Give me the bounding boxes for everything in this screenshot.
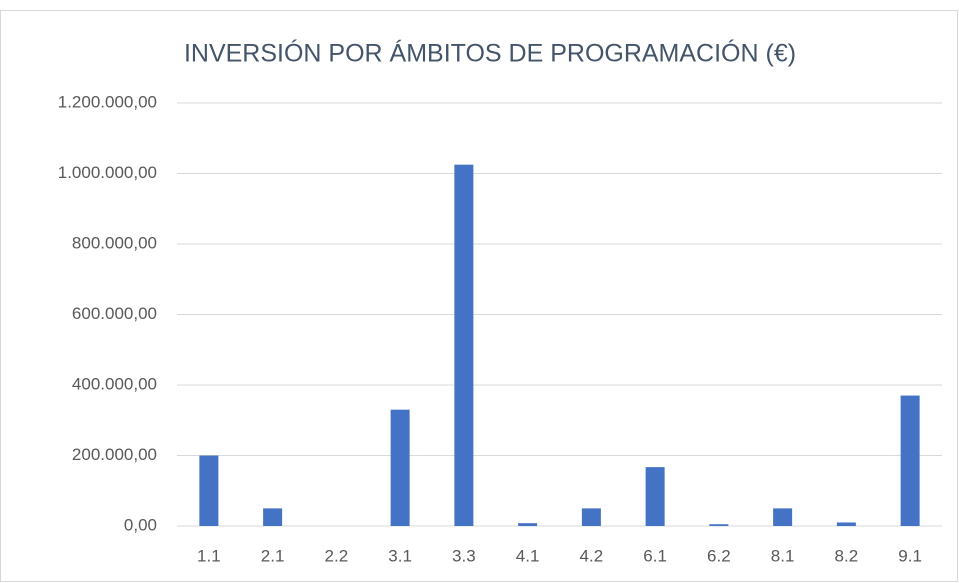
y-tick-label: 1.200.000,00 — [58, 92, 157, 111]
y-tick-label: 600.000,00 — [72, 304, 157, 323]
y-tick-label: 400.000,00 — [72, 374, 157, 393]
x-tick-label: 2.1 — [261, 546, 285, 565]
x-tick-label: 3.1 — [388, 546, 412, 565]
chart-frame — [0, 10, 958, 582]
bar — [518, 523, 538, 526]
x-tick-label: 8.1 — [771, 546, 795, 565]
y-tick-label: 200.000,00 — [72, 445, 157, 464]
x-tick-label: 6.1 — [643, 546, 667, 565]
y-tick-label: 0,00 — [124, 515, 157, 534]
bar — [199, 455, 219, 526]
x-tick-label: 8.2 — [835, 546, 859, 565]
bar — [900, 395, 920, 526]
bar — [454, 164, 474, 526]
x-tick-label: 4.1 — [516, 546, 540, 565]
bar — [709, 524, 729, 526]
bar — [645, 467, 665, 526]
bar — [390, 409, 410, 526]
x-tick-label: 6.2 — [707, 546, 731, 565]
bar — [263, 508, 283, 526]
x-tick-label: 2.2 — [325, 546, 349, 565]
bar — [581, 508, 601, 526]
y-tick-label: 800.000,00 — [72, 233, 157, 252]
x-tick-label: 4.2 — [580, 546, 604, 565]
chart-title: INVERSIÓN POR ÁMBITOS DE PROGRAMACIÓN (€… — [184, 39, 796, 68]
y-tick-label: 1.000.000,00 — [58, 163, 157, 182]
x-tick-label: 9.1 — [898, 546, 922, 565]
bar — [836, 522, 856, 526]
x-tick-label: 1.1 — [197, 546, 221, 565]
bar — [773, 508, 793, 526]
x-tick-label: 3.3 — [452, 546, 476, 565]
